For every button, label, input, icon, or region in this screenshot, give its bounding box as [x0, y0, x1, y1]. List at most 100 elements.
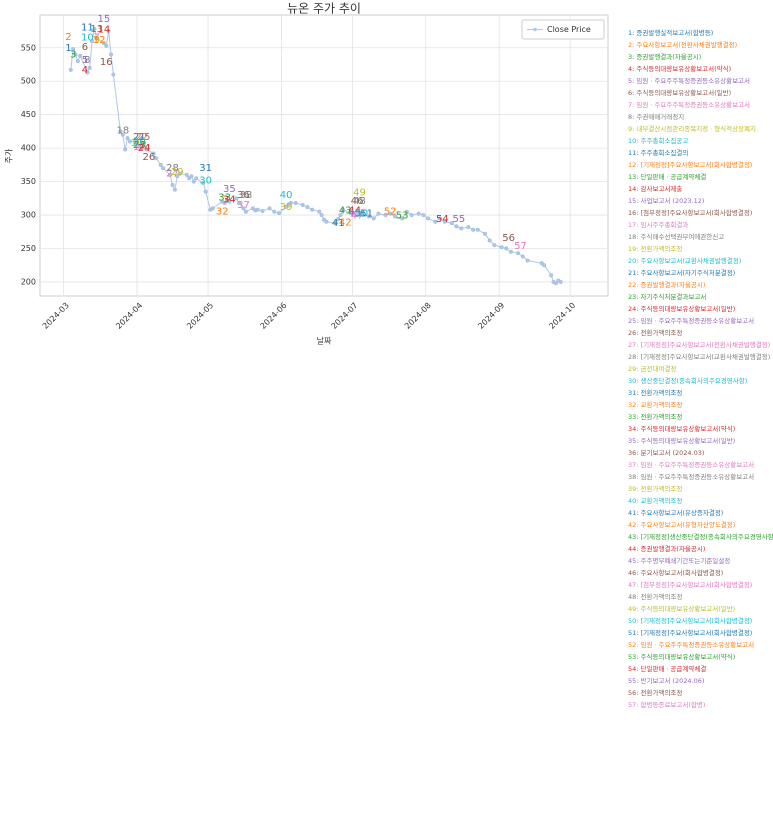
- price-point: [404, 209, 409, 214]
- price-point: [144, 147, 149, 152]
- annotation-label: 29: [171, 167, 184, 178]
- price-point: [426, 216, 431, 221]
- price-point: [90, 39, 95, 44]
- price-point: [324, 219, 329, 224]
- annotation-note: 46: 주요사항보고서(회사합병결정): [628, 568, 723, 577]
- price-point: [127, 139, 132, 144]
- annotation-note: 15: 사업보고서 (2023.12): [628, 196, 704, 205]
- annotation-note: 4: 주식등의대량보유상황보고서(약식): [628, 64, 731, 73]
- price-point: [158, 162, 163, 167]
- price-point: [392, 214, 398, 219]
- annotation-label: 56: [502, 233, 515, 244]
- annotation-note: 35: 주식등의대량보유상황보고서(일반): [628, 436, 735, 445]
- price-point: [227, 199, 232, 204]
- chart-title: 뉴온 주가 추이: [287, 2, 361, 16]
- price-point: [210, 206, 215, 211]
- annotation-note: 26: 전환가액의조정: [628, 328, 682, 337]
- price-point: [134, 139, 140, 144]
- annotation-note: 14: 감사보고서제출: [628, 184, 682, 193]
- y-tick-label: 400: [21, 144, 36, 153]
- annotation-label: 50: [355, 209, 368, 220]
- annotation-note: 8: 주권매매거래정지: [628, 112, 684, 121]
- price-point: [260, 208, 265, 214]
- annotation-label: 21: [133, 132, 146, 143]
- price-point: [170, 182, 175, 187]
- annotation-label: 31: [199, 163, 212, 174]
- price-point: [184, 172, 189, 177]
- price-point: [120, 132, 125, 137]
- annotation-note: 54: 단일판매ㆍ공급계약체결: [628, 664, 706, 673]
- price-point: [241, 206, 246, 211]
- annotation-note: 1: 증권발행실적보고서(합병등): [628, 28, 713, 37]
- price-point: [75, 59, 80, 64]
- price-point: [383, 212, 388, 218]
- annotation-note: 3: 증권발행결과(자율공시): [628, 52, 701, 61]
- price-point: [525, 258, 530, 263]
- price-point: [520, 254, 525, 259]
- price-point: [482, 231, 487, 236]
- price-point: [236, 200, 241, 206]
- annotation-note: 32: 교환가액의조정: [628, 400, 682, 409]
- annotation-note: 40: 교환가액의조정: [628, 496, 682, 505]
- annotation-label: 52: [384, 207, 397, 218]
- annotation-note: 18: 주식매수선택권부여에관한신고: [628, 232, 724, 241]
- annotation-label: 16: [100, 57, 113, 68]
- annotation-label: 18: [116, 126, 129, 137]
- x-tick-label: 2024-08: [403, 301, 433, 331]
- annotation-label: 26: [142, 152, 155, 163]
- annotation-note: 42: 주요사항보고서(유형자산양도결정): [628, 520, 735, 529]
- annotation-note: 29: 금전대여결정: [628, 364, 676, 373]
- annotation-label: 20: [133, 136, 146, 147]
- price-point: [454, 224, 459, 229]
- y-tick-label: 300: [21, 211, 36, 220]
- annotation-note: 53: 주식등의대량보유상황보고서(약식): [628, 652, 735, 661]
- price-point: [542, 263, 547, 268]
- price-point: [267, 206, 272, 211]
- price-point: [388, 211, 393, 216]
- price-point: [475, 227, 480, 232]
- price-point: [310, 207, 315, 212]
- annotation-note: 47: [첨부정정]주요사항보고서(회사합병결정): [628, 580, 752, 589]
- price-point: [336, 217, 341, 222]
- annotation-label: 13: [90, 24, 103, 35]
- price-point: [340, 207, 345, 212]
- annotation-note: 56: 전환가액의조정: [628, 688, 682, 697]
- annotation-note: 7: 임원ㆍ주요주주특정증권등소유상황보고서: [628, 100, 750, 109]
- annotation-label: 30: [199, 175, 212, 186]
- annotation-note: 33: 전환가액의조정: [628, 412, 682, 421]
- price-point: [433, 219, 438, 224]
- x-axis-label: 날짜: [317, 336, 332, 346]
- price-point: [234, 196, 239, 201]
- price-point: [255, 207, 260, 212]
- annotation-label: 2: [65, 32, 71, 43]
- annotation-note: 2: 주요사항보고서(전환사채권발행결정): [628, 40, 737, 49]
- price-point: [108, 52, 114, 57]
- annotation-label: 44: [348, 205, 361, 216]
- price-point: [87, 65, 92, 70]
- annotation-note: 30: 생산중단결정(종속회사의주요경영사항): [628, 376, 747, 385]
- y-tick-label: 550: [21, 43, 36, 52]
- annotation-label: 3: [70, 49, 76, 60]
- price-point: [416, 211, 421, 216]
- annotation-note: 13: 단일판매ㆍ공급계약체결: [628, 172, 706, 181]
- annotation-label: 6: [82, 42, 88, 53]
- annotation-note: 45: 주주명부폐쇄기간또는기준일설정: [628, 556, 730, 565]
- annotation-label: 35: [223, 184, 236, 195]
- annotation-note: 19: 전환가액의조정: [628, 244, 682, 253]
- y-tick-label: 250: [21, 244, 36, 253]
- annotation-note: 11: 주주총회소집결의: [628, 148, 688, 157]
- annotation-label: 36: [237, 190, 250, 201]
- price-point: [319, 212, 324, 218]
- price-point: [284, 204, 289, 210]
- annotation-label: 28: [166, 163, 179, 174]
- annotation-note: 44: 증권발행결과(자율공시): [628, 544, 705, 553]
- annotation-note: 52: 임원ㆍ주요주주특정증권등소유상황보고서: [628, 640, 754, 649]
- y-tick-label: 350: [21, 177, 36, 186]
- price-point: [139, 146, 144, 151]
- annotation-note: 41: 주요사항보고서(유상증자결정): [628, 508, 723, 517]
- annotation-label: 27: [166, 169, 179, 180]
- price-point: [305, 204, 310, 210]
- price-point: [288, 200, 293, 206]
- annotation-label: 43: [339, 205, 352, 216]
